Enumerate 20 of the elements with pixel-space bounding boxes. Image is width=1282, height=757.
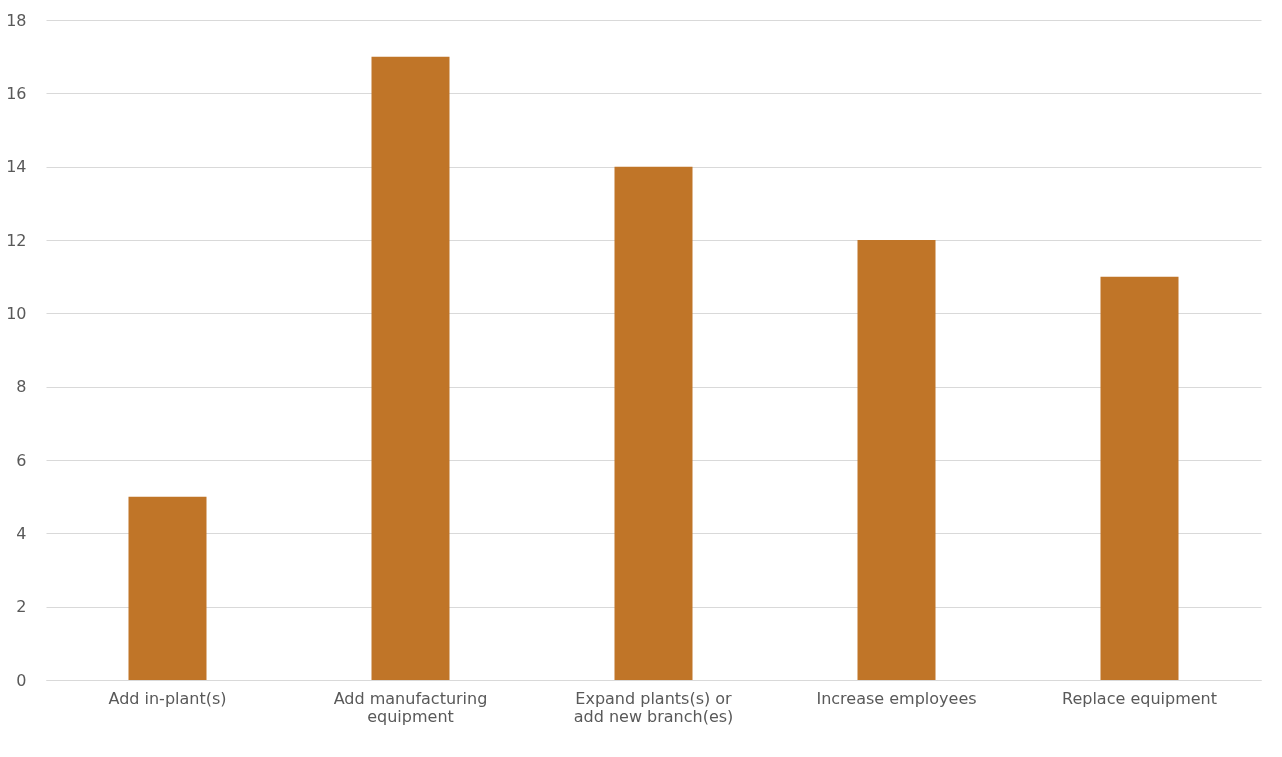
y-tick-label: 14	[6, 157, 27, 177]
y-tick-label: 6	[16, 450, 27, 470]
x-tick-label: Increase employees	[816, 688, 977, 708]
bar	[857, 240, 936, 680]
y-tick-label: 12	[6, 230, 27, 250]
bar	[1100, 276, 1179, 680]
y-tick-label: 4	[16, 523, 27, 543]
y-tick-label: 10	[6, 303, 27, 323]
x-tick-label: Add manufacturing equipment	[333, 688, 488, 726]
y-tick-label: 8	[16, 377, 27, 397]
y-tick-label: 2	[16, 597, 27, 617]
bar	[614, 166, 693, 680]
y-tick-label: 18	[6, 10, 27, 30]
y-tick-label: 16	[6, 83, 27, 103]
x-tick-label: Add in-plant(s)	[108, 688, 227, 708]
x-tick-label: Replace equipment	[1062, 688, 1217, 708]
bar	[128, 496, 207, 680]
bar	[371, 56, 450, 680]
y-tick-label: 0	[16, 670, 27, 690]
x-tick-label: Expand plants(s) or add new branch(es)	[573, 688, 734, 726]
